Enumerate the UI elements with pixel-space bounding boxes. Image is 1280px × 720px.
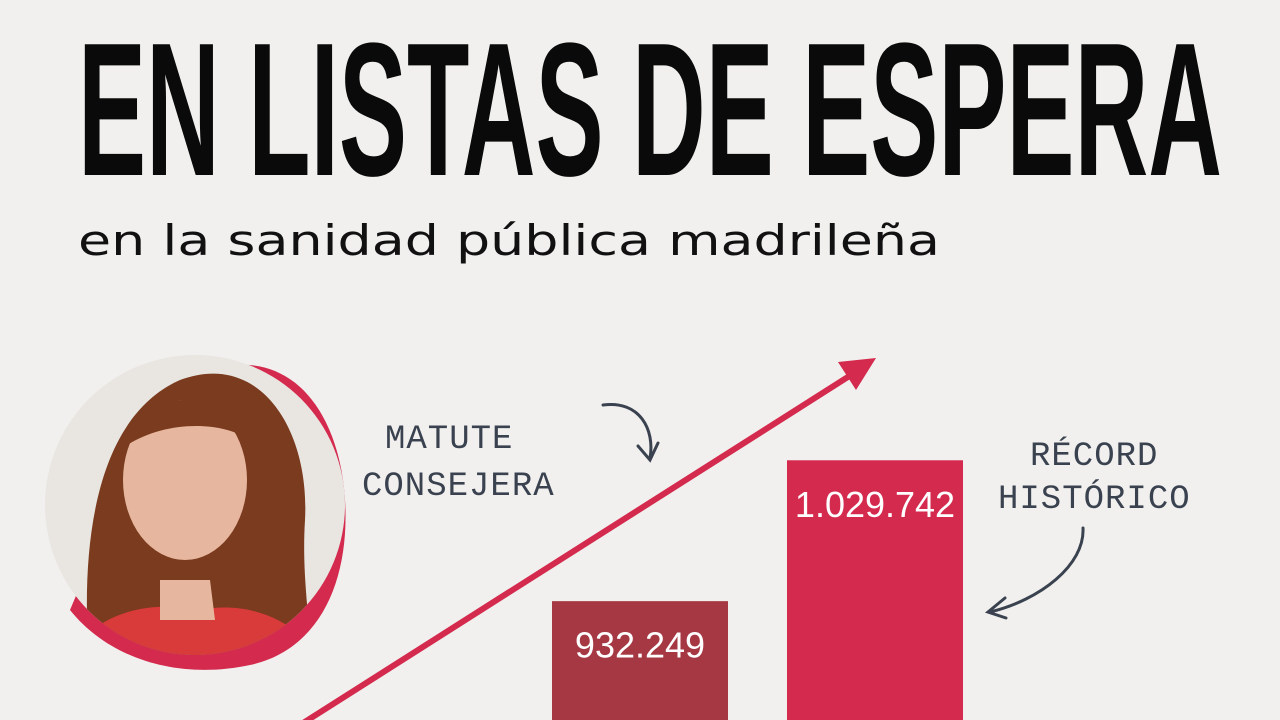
value-label: 932.249 bbox=[575, 625, 705, 666]
title: EN LISTAS DE ESPERA bbox=[78, 4, 1222, 216]
bar bbox=[552, 601, 728, 720]
bar bbox=[787, 460, 963, 720]
annotation: CONSEJERA bbox=[362, 468, 555, 506]
annotation: MATUTE bbox=[385, 421, 513, 459]
annotation: RÉCORD bbox=[1030, 437, 1158, 476]
hand-arrows bbox=[601, 403, 1085, 620]
subtitle: en la sanidad pública madrileña bbox=[78, 216, 940, 265]
value-label: 1.029.742 bbox=[795, 484, 955, 525]
annotation: HISTÓRICO bbox=[998, 480, 1191, 519]
bar-chart: 932.249 1.029.742 bbox=[552, 460, 963, 720]
trend-arrow bbox=[302, 358, 876, 720]
